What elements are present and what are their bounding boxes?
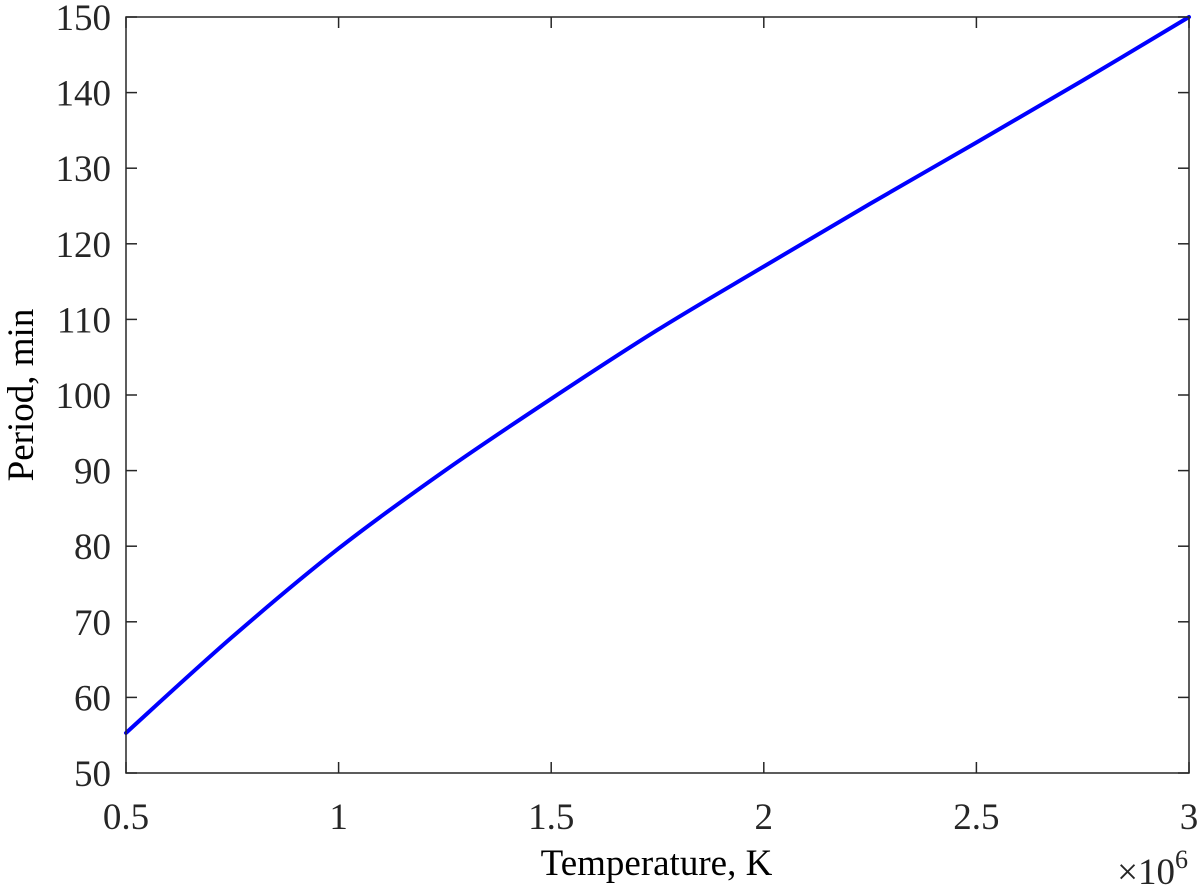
x-axis-exponent-base: ×10 (1117, 852, 1175, 891)
y-tick-label: 60 (74, 678, 111, 719)
x-tick-label: 0.5 (103, 797, 149, 838)
y-tick-labels: 50 60 70 80 90 100 110 120 130 140 150 (56, 0, 112, 795)
series-line-period (124, 15, 1191, 735)
y-tick-label: 80 (74, 527, 111, 568)
y-tick-label: 130 (56, 149, 112, 190)
x-axis-exponent: ×106 (1117, 845, 1188, 891)
x-axis-label: Temperature, K (541, 843, 773, 884)
x-tick-label: 2.5 (953, 797, 999, 838)
x-tick-label: 1.5 (528, 797, 574, 838)
x-tick-label: 2 (755, 797, 774, 838)
y-tick-label: 140 (56, 74, 112, 115)
x-axis-exponent-power: 6 (1175, 845, 1188, 874)
x-tick-label: 3 (1180, 797, 1199, 838)
y-axis-label: Period, min (1, 309, 42, 482)
y-tick-label: 150 (56, 0, 112, 39)
y-tick-label: 110 (57, 300, 111, 341)
y-tick-label: 100 (56, 376, 112, 417)
y-tick-label: 50 (74, 754, 111, 795)
plot-area-frame (125, 16, 1190, 774)
x-tick-label: 1 (329, 797, 348, 838)
y-tick-label: 120 (56, 225, 112, 266)
x-tick-labels: 0.5 1 1.5 2 2.5 3 (103, 797, 1198, 838)
y-tick-label: 70 (74, 603, 111, 644)
axis-ticks (125, 16, 1190, 774)
y-tick-label: 90 (74, 452, 111, 493)
